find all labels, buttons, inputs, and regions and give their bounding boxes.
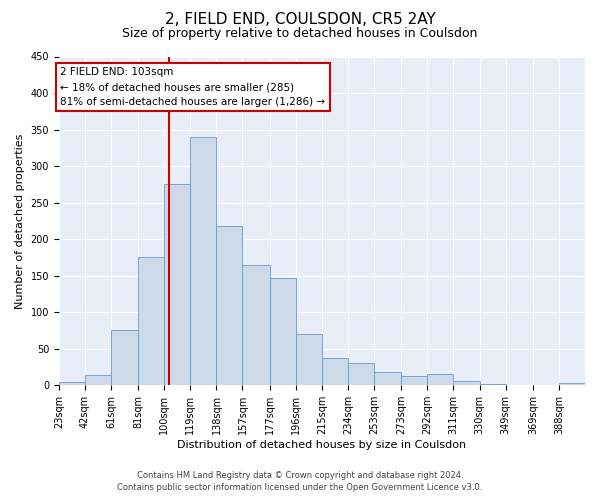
Bar [111, 330, 139, 386]
Bar [164, 184, 190, 386]
Bar [139, 258, 164, 386]
Bar [559, 383, 585, 386]
Bar [374, 372, 401, 386]
Bar [348, 364, 374, 386]
Bar [270, 278, 296, 386]
Bar [401, 376, 427, 386]
Bar [217, 226, 242, 386]
Bar [296, 334, 322, 386]
Bar [242, 265, 270, 386]
Bar [85, 375, 111, 386]
Text: 2 FIELD END: 103sqm
← 18% of detached houses are smaller (285)
81% of semi-detac: 2 FIELD END: 103sqm ← 18% of detached ho… [60, 68, 325, 107]
Bar [427, 374, 454, 386]
Bar [322, 358, 348, 386]
Bar [454, 381, 479, 386]
Bar [479, 384, 506, 386]
Text: 2, FIELD END, COULSDON, CR5 2AY: 2, FIELD END, COULSDON, CR5 2AY [164, 12, 436, 28]
Bar [190, 137, 217, 386]
Text: Contains HM Land Registry data © Crown copyright and database right 2024.
Contai: Contains HM Land Registry data © Crown c… [118, 471, 482, 492]
X-axis label: Distribution of detached houses by size in Coulsdon: Distribution of detached houses by size … [178, 440, 467, 450]
Y-axis label: Number of detached properties: Number of detached properties [15, 133, 25, 308]
Text: Size of property relative to detached houses in Coulsdon: Size of property relative to detached ho… [122, 28, 478, 40]
Bar [59, 382, 85, 386]
